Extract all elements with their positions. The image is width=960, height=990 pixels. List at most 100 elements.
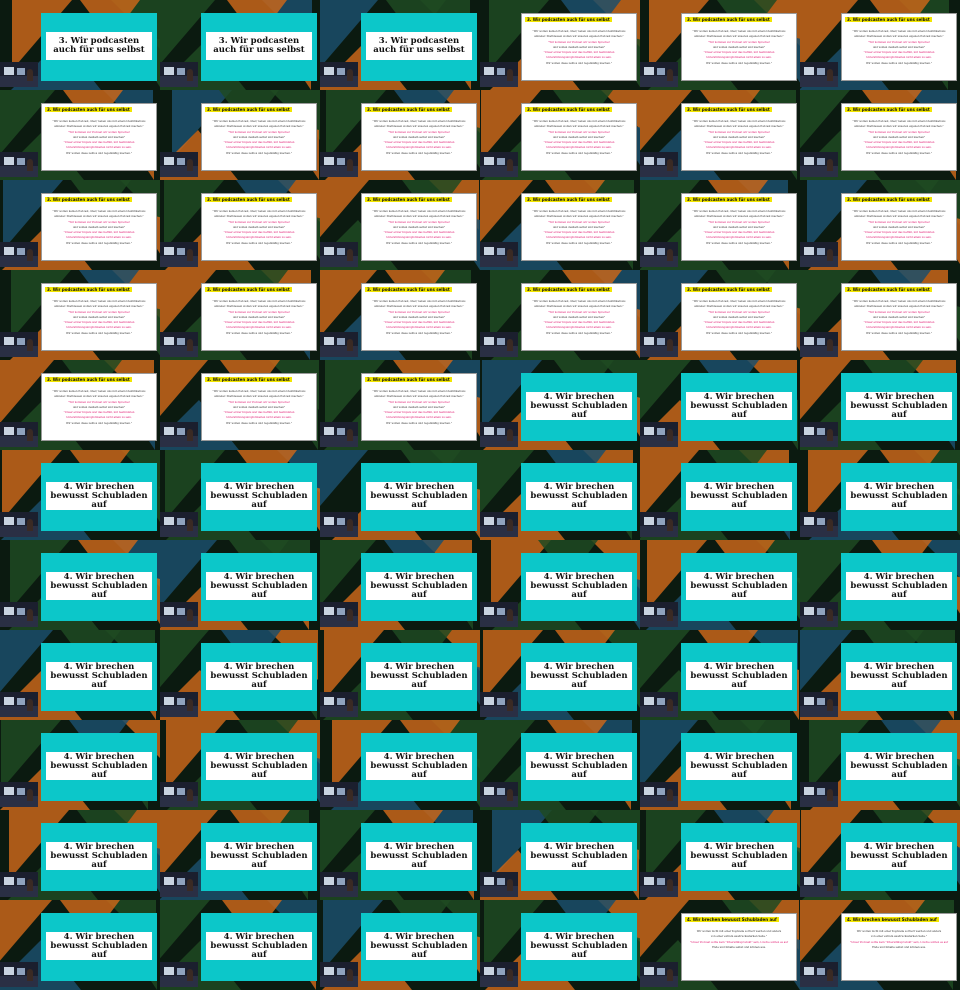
slide-line: "Unser erster Impuls war das Gefühl, mit… (383, 321, 455, 325)
slide-body: "Wir wollen keinen Podcast, über/ neben … (527, 30, 631, 67)
frame-thumbnail: 3. Wir podcasten auch für uns selbst "Wir… (0, 180, 160, 270)
camera-mon2 (177, 428, 185, 435)
camera-desk (320, 886, 358, 897)
slide-title: 4. Wir brechen bewusst Schubladen auf (686, 752, 792, 780)
background-shape (0, 360, 54, 423)
slide-line: und wollen deshalb selbst und machen" (872, 45, 926, 49)
slide-line: Unterstützungsmöglichkeiten nicht allein… (706, 236, 772, 240)
camera-desk (320, 346, 358, 357)
speaker-camera-inset (480, 512, 518, 537)
camera-desk (480, 616, 518, 627)
camera-mon2 (657, 968, 665, 975)
camera-person (27, 699, 33, 711)
frame-thumbnail: 3. Wir podcasten auch für uns selbst "Wir… (160, 270, 320, 360)
camera-mon1 (804, 67, 814, 75)
slide-title: 4. Wir brechen bewusst Schubladen auf (526, 392, 632, 420)
slide-title: 4. Wir brechen bewusst Schubladen auf (686, 482, 792, 510)
slide-title: 4. Wir brechen bewusst Schubladen auf (526, 842, 632, 870)
camera-person (667, 249, 673, 261)
slide-title: 4. Wir brechen bewusst Schubladen auf (366, 932, 472, 960)
camera-person (187, 249, 193, 261)
slide-line: "Unser Podcast sollte kein "Diversitätsp… (690, 940, 788, 944)
camera-mon1 (164, 967, 174, 975)
frame-thumbnail: 4. Wir brechen bewusst Schubladen auf (0, 630, 160, 720)
slide-title: 4. Wir brechen bewusst Schubladen auf (846, 842, 952, 870)
camera-desk (640, 976, 678, 987)
camera-mon1 (484, 787, 494, 795)
camera-person (827, 789, 833, 801)
slide-title: 4. Wir brechen bewusst Schubladen auf (526, 662, 632, 690)
speaker-camera-inset (320, 62, 358, 87)
slide-line: "Wir wollen keinen Podcast, über/ neben … (532, 30, 626, 33)
camera-person (667, 609, 673, 621)
slide-header: 3. Wir podcasten auch für uns selbst (845, 107, 932, 112)
slide-line: Wir wollen diese zeitlos und regelmäßig … (865, 151, 933, 155)
camera-desk (160, 346, 198, 357)
slide-body: "Wir wollen keinen Podcast, über/ neben … (367, 390, 471, 427)
camera-desk (640, 886, 678, 897)
frame-thumbnail: 4. Wir brechen bewusst Schubladen auf (0, 720, 160, 810)
slide-header: 3. Wir podcasten auch für uns selbst (205, 287, 292, 292)
camera-mon2 (337, 788, 345, 795)
slide-header: 3. Wir podcasten auch für uns selbst (365, 197, 452, 202)
slide-title: 4. Wir brechen bewusst Schubladen auf (46, 662, 152, 690)
slide-line: anbieter. Stattdessen wollen wir unseren… (534, 35, 624, 39)
camera-mon1 (804, 337, 814, 345)
camera-desk (160, 976, 198, 987)
text-slide: 3. Wir podcasten auch für uns selbst "Wir… (201, 373, 317, 441)
title-slide: 4. Wir brechen bewusst Schubladen auf (681, 553, 797, 621)
speaker-camera-inset (800, 242, 838, 267)
slide-title: 4. Wir brechen bewusst Schubladen auf (206, 932, 312, 960)
camera-desk (640, 436, 678, 447)
title-slide: 4. Wir brechen bewusst Schubladen auf (681, 823, 797, 891)
title-slide: 4. Wir brechen bewusst Schubladen auf (201, 643, 317, 711)
speaker-camera-inset (0, 962, 38, 987)
camera-person (187, 699, 193, 711)
frame-thumbnail: 4. Wir brechen bewusst Schubladen auf (800, 630, 960, 720)
speaker-camera-inset (320, 602, 358, 627)
camera-person (347, 159, 353, 171)
camera-mon2 (817, 158, 825, 165)
slide-line: "Unser erster Impuls war das Gefühl, mit… (63, 141, 135, 145)
slide-body: "Wir wollen keinen Podcast, über/ neben … (687, 210, 791, 247)
camera-mon1 (324, 517, 334, 525)
camera-mon2 (337, 428, 345, 435)
slide-line: "Wir wollen keinen Podcast, über/ neben … (692, 30, 786, 33)
camera-mon2 (17, 518, 25, 525)
camera-person (667, 159, 673, 171)
slide-header: 3. Wir podcasten auch für uns selbst (45, 377, 132, 382)
slide-title: 3. Wir podcasten auch für uns selbst (366, 32, 472, 60)
slide-line: anbieter. Stattdessen wollen wir unseren… (694, 125, 784, 129)
camera-mon1 (324, 247, 334, 255)
camera-mon2 (497, 248, 505, 255)
speaker-camera-inset (160, 332, 198, 357)
frame-thumbnail: 4. Wir brechen bewusst Schubladen auf (480, 630, 640, 720)
slide-line: anbieter. Stattdessen wollen wir unseren… (374, 395, 464, 399)
frame-thumbnail: 4. Wir brechen bewusst Schubladen auf (800, 360, 960, 450)
slide-line: anbieter. Stattdessen wollen wir unseren… (854, 215, 944, 219)
camera-mon1 (804, 157, 814, 165)
slide-header: 4. Wir brechen bewusst Schubladen auf (845, 917, 939, 922)
camera-person (27, 339, 33, 351)
camera-mon2 (177, 158, 185, 165)
slide-title: 4. Wir brechen bewusst Schubladen auf (366, 662, 472, 690)
slide-line: "Wir wollen keinen Podcast, über/ neben … (212, 120, 306, 123)
slide-line: "Unser erster Impuls war das Gefühl, mit… (223, 411, 295, 415)
camera-mon2 (817, 968, 825, 975)
frame-thumbnail: 3. Wir podcasten auch für uns selbst "Wir… (0, 270, 160, 360)
slide-line: "Unser erster Impuls war das Gefühl, mit… (383, 411, 455, 415)
slide-line: Wir wollen diese zeitlos und regelmäßig … (865, 331, 933, 335)
camera-mon2 (497, 698, 505, 705)
slide-line: "Wir wollen keinen Podcast, über/ neben … (52, 390, 146, 393)
camera-person (187, 789, 193, 801)
camera-mon1 (484, 517, 494, 525)
slide-line: anbieter. Stattdessen wollen wir unseren… (214, 125, 304, 129)
camera-mon1 (324, 67, 334, 75)
camera-mon1 (324, 337, 334, 345)
slide-line: "Unser erster Impuls war das Gefühl, mit… (863, 141, 935, 145)
speaker-camera-inset (800, 872, 838, 897)
slide-line: "Wir kommen zur Podcast wir wollen Sprec… (868, 40, 930, 44)
slide-line: "Wir wollen keinen Podcast, über/ neben … (52, 120, 146, 123)
camera-mon2 (497, 158, 505, 165)
camera-desk (640, 796, 678, 807)
